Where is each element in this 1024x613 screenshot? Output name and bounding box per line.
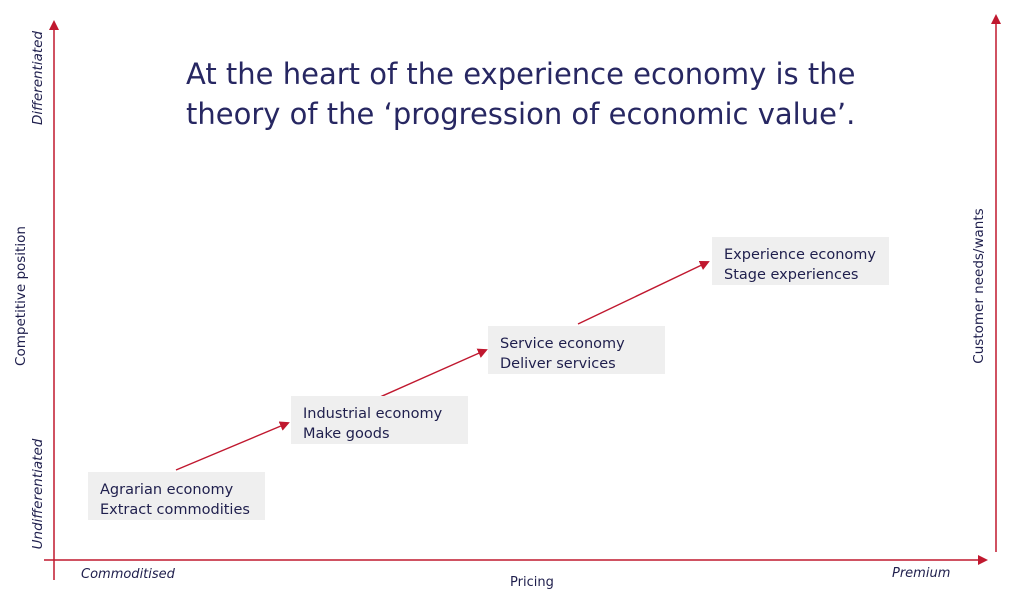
left-bottom-label: Undifferentiated (30, 438, 46, 550)
progression-arrow-3 (577, 260, 710, 325)
stage-activity: Extract commodities (100, 502, 250, 518)
stage-box-service: Service economy Deliver services (488, 326, 665, 374)
bottom-axis-label: Pricing (510, 575, 554, 590)
stage-activity: Deliver services (500, 356, 616, 372)
stage-name: Service economy (500, 336, 625, 352)
left-top-label: Differentiated (30, 30, 46, 126)
stage-name: Industrial economy (303, 406, 443, 422)
left-axis-label: Competitive position (13, 226, 29, 366)
title-line-1: At the heart of the experience economy i… (186, 57, 856, 91)
stage-activity: Stage experiences (724, 267, 859, 283)
right-axis-label: Customer needs/wants (971, 208, 987, 364)
page-title: At the heart of the experience economy i… (186, 54, 886, 134)
bottom-right-label: Premium (892, 566, 951, 581)
stage-box-industrial: Industrial economy Make goods (291, 396, 468, 444)
stage-name: Experience economy (724, 247, 877, 263)
stage-activity: Make goods (303, 426, 390, 442)
stage-box-agrarian: Agrarian economy Extract commodities (88, 472, 265, 520)
progression-arrow-2 (379, 348, 488, 398)
title-line-2: theory of the ‘progression of economic v… (186, 97, 856, 131)
progression-arrow-1 (175, 421, 290, 471)
bottom-left-label: Commoditised (81, 567, 175, 582)
stage-name: Agrarian economy (100, 482, 234, 498)
stage-box-experience: Experience economy Stage experiences (712, 237, 889, 285)
